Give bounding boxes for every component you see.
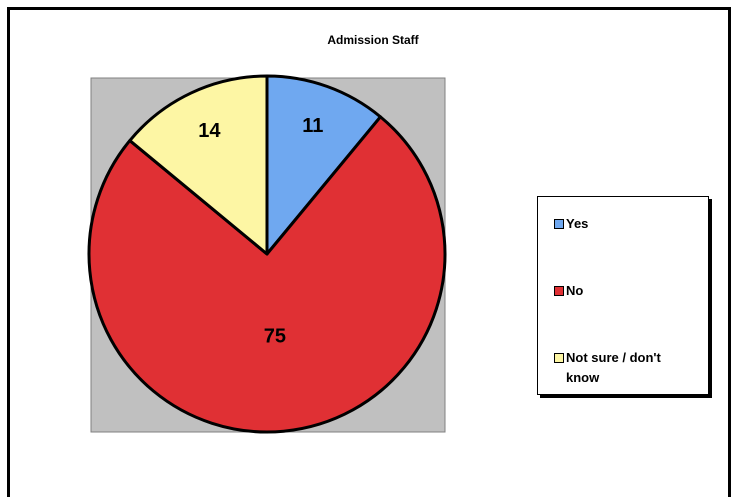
legend-swatch <box>554 353 564 363</box>
legend-label: Not sure / don't know <box>566 350 661 385</box>
legend-label: Yes <box>566 216 589 231</box>
pie-slice <box>87 115 447 434</box>
legend-swatch <box>554 286 564 296</box>
data-label: 14 <box>198 120 221 142</box>
pie-slice <box>265 74 382 256</box>
legend-entry: No <box>554 281 694 301</box>
chart-title: Admission Staff <box>327 33 419 47</box>
legend-label: No <box>566 283 584 298</box>
legend-swatch <box>554 219 564 229</box>
legend-entry: Not sure / don't know <box>554 348 694 388</box>
data-label: 11 <box>302 115 323 137</box>
pie-slice <box>128 74 269 256</box>
legend-entry: Yes <box>554 214 694 234</box>
legend: Yes No Not sure / don't know <box>537 196 709 395</box>
data-label: 75 <box>264 326 286 348</box>
chart-frame <box>7 7 731 497</box>
